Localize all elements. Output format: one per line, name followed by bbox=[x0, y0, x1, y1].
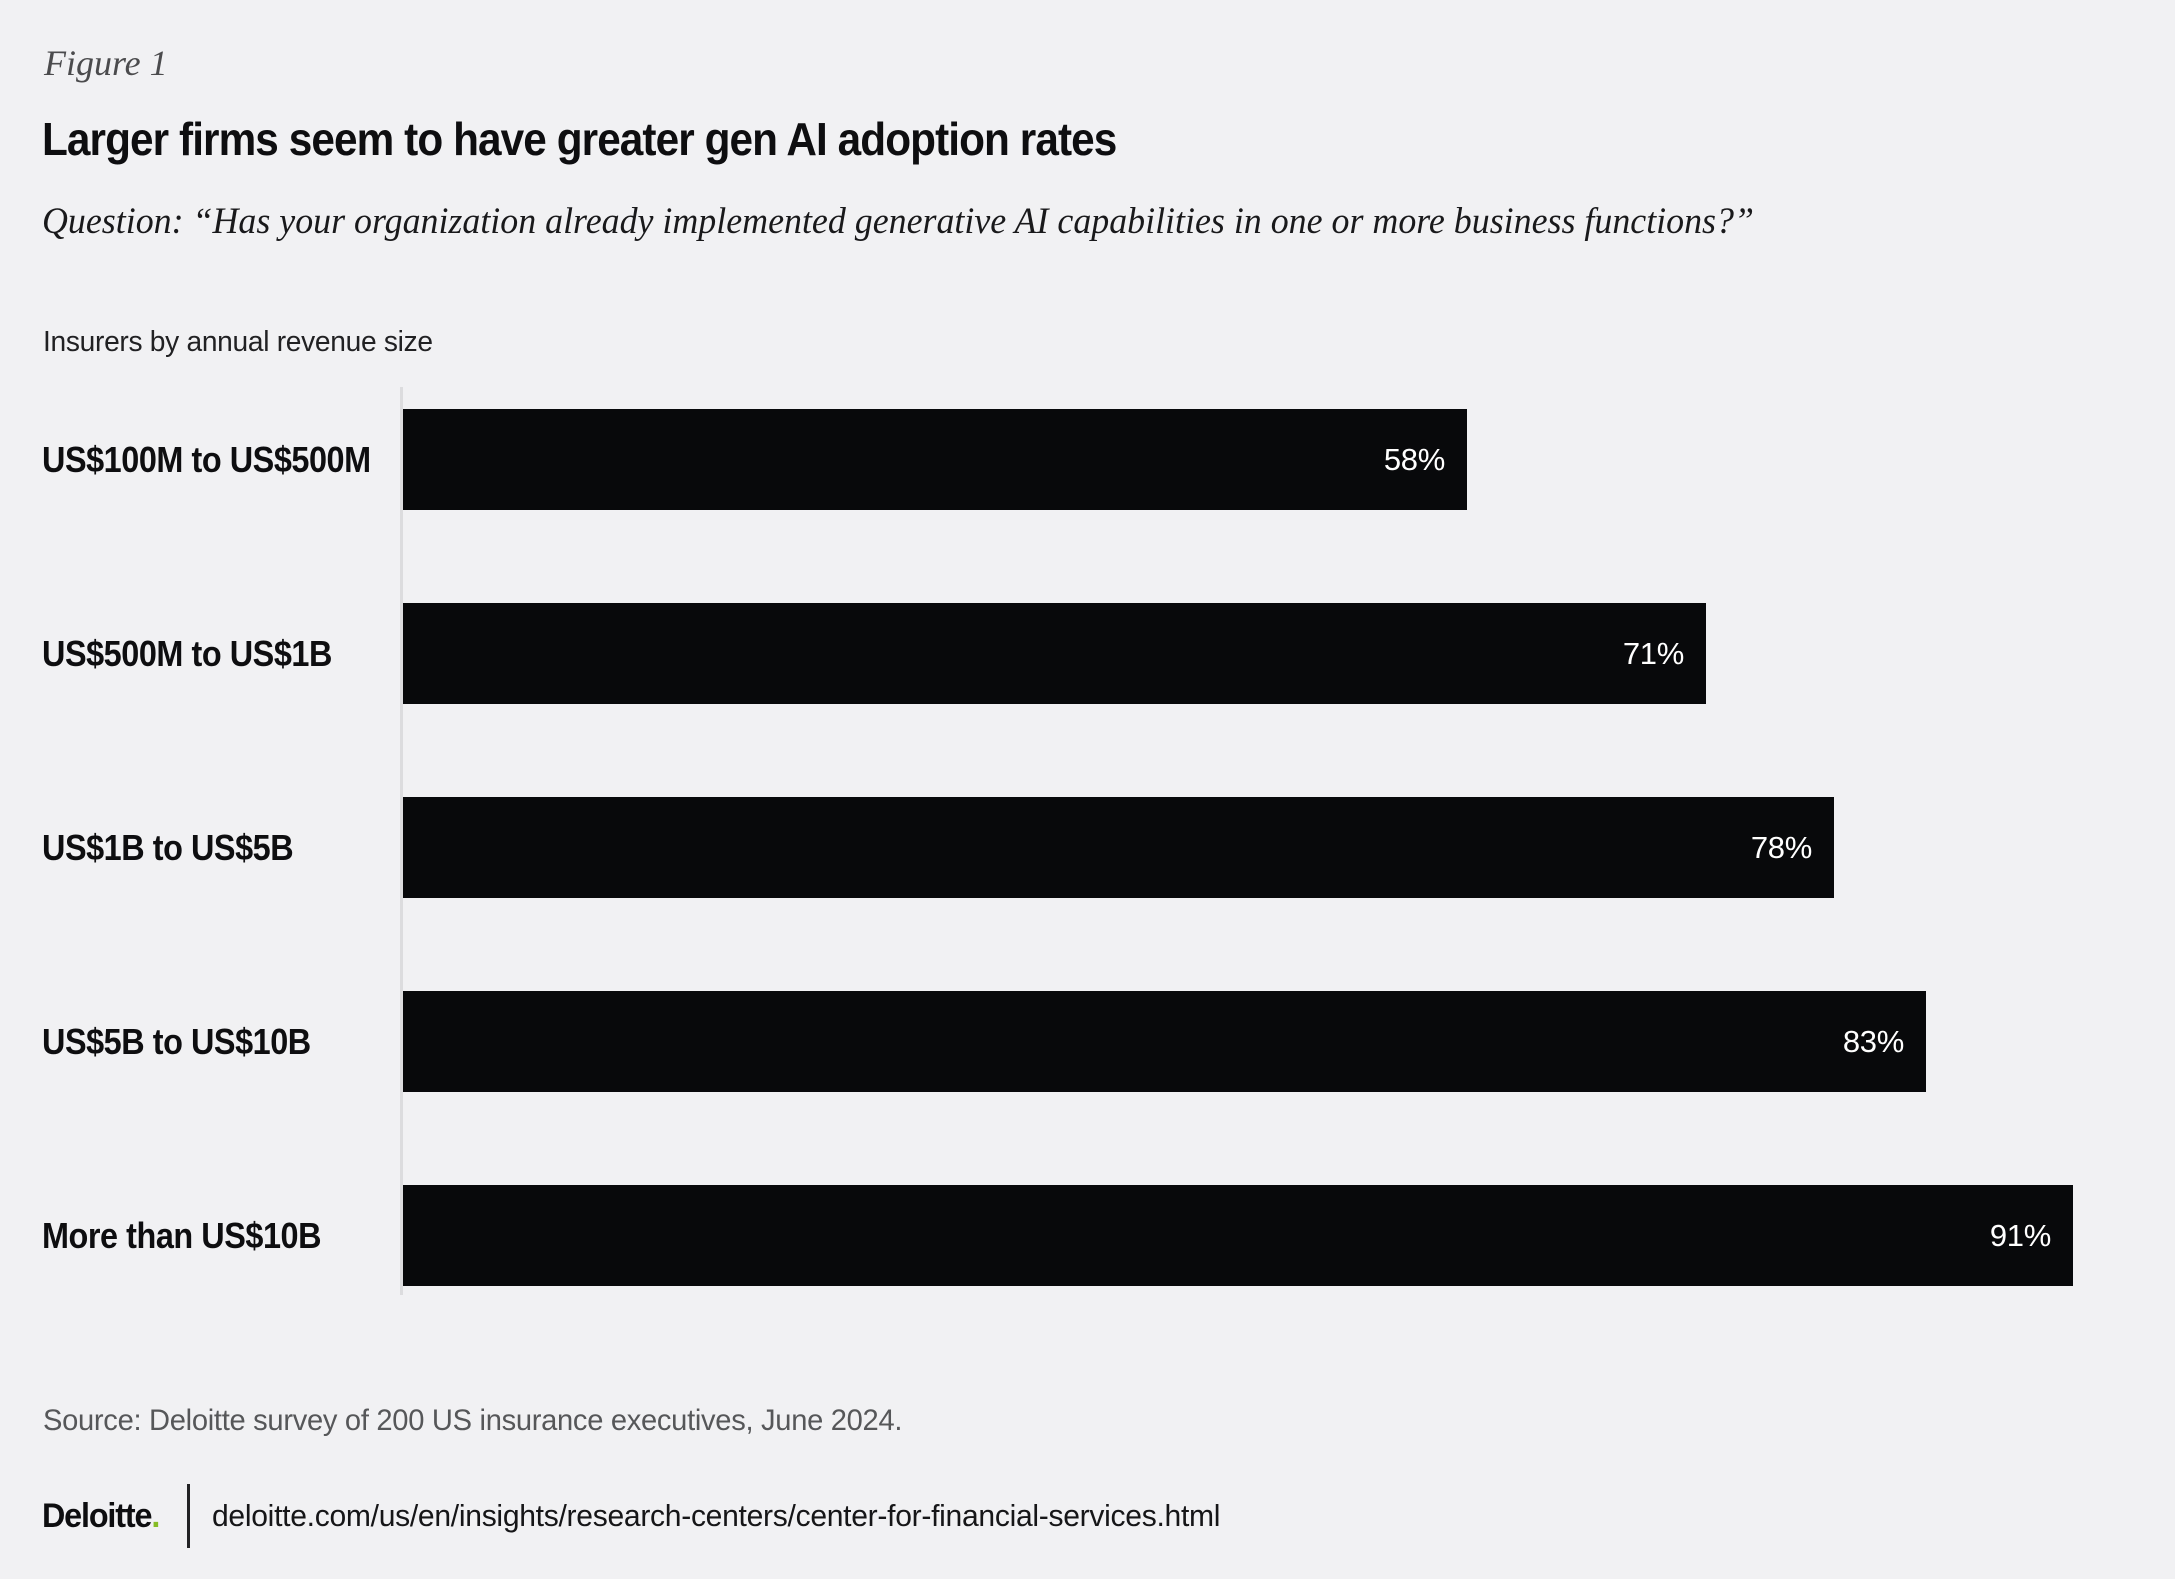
brand-dot-icon: . bbox=[151, 1496, 160, 1535]
bar: 91% bbox=[403, 1185, 2073, 1286]
footer-divider bbox=[187, 1484, 191, 1548]
survey-question: Question: “Has your organization already… bbox=[42, 201, 1754, 242]
bar-value-label: 83% bbox=[1842, 1023, 1904, 1059]
bar-row: US$1B to US$5B 78% bbox=[0, 797, 2175, 898]
bar-row: US$100M to US$500M 58% bbox=[0, 409, 2175, 510]
y-axis-line bbox=[400, 387, 403, 1295]
brand-text: Deloitte bbox=[42, 1496, 152, 1535]
category-label: US$100M to US$500M bbox=[42, 438, 371, 480]
bar-row: US$5B to US$10B 83% bbox=[0, 991, 2175, 1092]
footer-url: deloitte.com/us/en/insights/research-cen… bbox=[212, 1498, 1221, 1533]
deloitte-logo: Deloitte. bbox=[42, 1496, 160, 1536]
bar-row: More than US$10B 91% bbox=[0, 1185, 2175, 1286]
bar: 78% bbox=[403, 797, 1834, 898]
figure-label: Figure 1 bbox=[44, 43, 168, 83]
bar-value-label: 78% bbox=[1750, 829, 1812, 865]
bar-value-label: 91% bbox=[1989, 1217, 2051, 1253]
category-label: More than US$10B bbox=[42, 1214, 322, 1256]
category-label: US$5B to US$10B bbox=[42, 1020, 311, 1062]
bar-value-label: 71% bbox=[1622, 635, 1684, 671]
category-label: US$500M to US$1B bbox=[42, 632, 332, 674]
source-note: Source: Deloitte survey of 200 US insura… bbox=[43, 1404, 903, 1437]
bar: 83% bbox=[403, 991, 1926, 1092]
category-label: US$1B to US$5B bbox=[42, 826, 294, 868]
bar-value-label: 58% bbox=[1383, 441, 1445, 477]
bar: 58% bbox=[403, 409, 1467, 510]
footer: Deloitte. deloitte.com/us/en/insights/re… bbox=[42, 1483, 1252, 1549]
bar-chart: US$100M to US$500M 58% US$500M to US$1B 71%… bbox=[0, 387, 2175, 1295]
bar: 71% bbox=[403, 603, 1706, 704]
bar-row: US$500M to US$1B 71% bbox=[0, 603, 2175, 704]
chart-subtitle: Insurers by annual revenue size bbox=[43, 326, 433, 358]
chart-title: Larger firms seem to have greater gen AI… bbox=[42, 113, 1117, 165]
